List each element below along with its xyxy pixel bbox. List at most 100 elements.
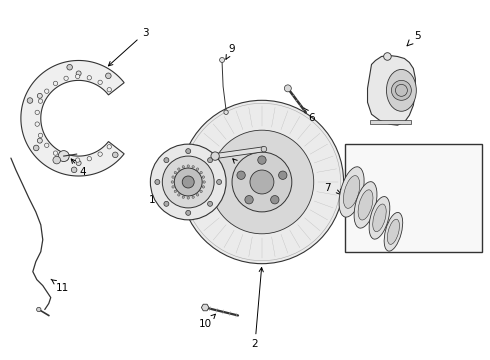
- Circle shape: [395, 84, 407, 96]
- Circle shape: [196, 168, 199, 170]
- Circle shape: [98, 152, 102, 156]
- Circle shape: [67, 64, 73, 70]
- Circle shape: [174, 190, 176, 193]
- Text: 2: 2: [252, 267, 263, 349]
- Circle shape: [200, 190, 202, 193]
- Ellipse shape: [373, 204, 386, 232]
- Circle shape: [37, 138, 42, 143]
- Circle shape: [279, 171, 287, 179]
- Circle shape: [250, 170, 274, 194]
- Circle shape: [75, 74, 80, 78]
- Circle shape: [98, 80, 102, 85]
- Text: 11: 11: [51, 279, 69, 293]
- Ellipse shape: [369, 197, 390, 239]
- Circle shape: [187, 197, 190, 199]
- Circle shape: [220, 58, 224, 62]
- Circle shape: [178, 168, 180, 170]
- Text: 4: 4: [71, 159, 86, 177]
- Circle shape: [202, 186, 204, 188]
- Ellipse shape: [343, 176, 360, 208]
- Circle shape: [192, 166, 195, 168]
- Circle shape: [245, 195, 253, 204]
- Circle shape: [53, 156, 60, 164]
- Circle shape: [261, 146, 267, 152]
- Circle shape: [105, 73, 111, 78]
- Ellipse shape: [384, 212, 403, 251]
- Circle shape: [180, 100, 343, 264]
- Circle shape: [384, 53, 391, 60]
- Bar: [344, 144, 482, 252]
- Circle shape: [232, 152, 292, 212]
- Circle shape: [210, 130, 314, 234]
- Bar: [215, 147, 265, 158]
- Text: 1: 1: [149, 185, 170, 205]
- Ellipse shape: [388, 219, 399, 244]
- Circle shape: [45, 89, 49, 93]
- Circle shape: [162, 156, 214, 208]
- Circle shape: [182, 176, 194, 188]
- Circle shape: [27, 98, 33, 103]
- Circle shape: [186, 210, 191, 215]
- Circle shape: [192, 196, 195, 198]
- Circle shape: [174, 168, 202, 196]
- Circle shape: [107, 145, 111, 149]
- Text: 10: 10: [198, 314, 216, 329]
- Text: 6: 6: [304, 108, 315, 123]
- Circle shape: [172, 186, 174, 188]
- Circle shape: [202, 176, 204, 178]
- Circle shape: [211, 152, 220, 160]
- Circle shape: [187, 165, 190, 167]
- Circle shape: [224, 110, 228, 114]
- Circle shape: [113, 152, 118, 158]
- Circle shape: [174, 171, 176, 174]
- Circle shape: [182, 196, 185, 198]
- Polygon shape: [201, 304, 209, 311]
- Ellipse shape: [358, 190, 373, 220]
- Circle shape: [37, 307, 41, 312]
- Circle shape: [107, 87, 111, 92]
- Ellipse shape: [387, 69, 416, 111]
- Circle shape: [182, 166, 185, 168]
- Circle shape: [200, 171, 202, 174]
- Circle shape: [237, 171, 245, 179]
- Circle shape: [76, 71, 81, 76]
- Circle shape: [186, 149, 191, 154]
- Circle shape: [155, 180, 160, 184]
- Circle shape: [217, 180, 221, 184]
- Polygon shape: [21, 60, 124, 176]
- Text: 8: 8: [233, 159, 245, 173]
- Circle shape: [87, 157, 92, 161]
- Ellipse shape: [339, 167, 364, 217]
- Text: 5: 5: [414, 31, 420, 41]
- Circle shape: [150, 144, 226, 220]
- Circle shape: [58, 150, 69, 162]
- Circle shape: [75, 158, 80, 162]
- Circle shape: [164, 201, 169, 206]
- Circle shape: [72, 167, 77, 173]
- Circle shape: [38, 133, 43, 138]
- Circle shape: [33, 145, 39, 151]
- Circle shape: [64, 156, 68, 160]
- Circle shape: [76, 161, 81, 166]
- Circle shape: [35, 122, 39, 126]
- Polygon shape: [368, 55, 416, 125]
- Circle shape: [284, 85, 292, 92]
- Circle shape: [38, 99, 43, 103]
- Circle shape: [172, 176, 174, 178]
- Circle shape: [53, 81, 58, 86]
- Circle shape: [45, 143, 49, 148]
- Circle shape: [392, 80, 412, 100]
- Circle shape: [196, 194, 199, 196]
- Circle shape: [164, 158, 169, 163]
- Circle shape: [64, 76, 68, 81]
- Circle shape: [203, 181, 205, 183]
- Circle shape: [270, 195, 279, 204]
- Circle shape: [178, 194, 180, 196]
- Circle shape: [53, 151, 58, 155]
- Circle shape: [171, 181, 173, 183]
- Circle shape: [35, 110, 39, 114]
- Circle shape: [87, 76, 92, 80]
- Text: 3: 3: [108, 28, 148, 66]
- Ellipse shape: [354, 182, 377, 228]
- Circle shape: [37, 93, 42, 98]
